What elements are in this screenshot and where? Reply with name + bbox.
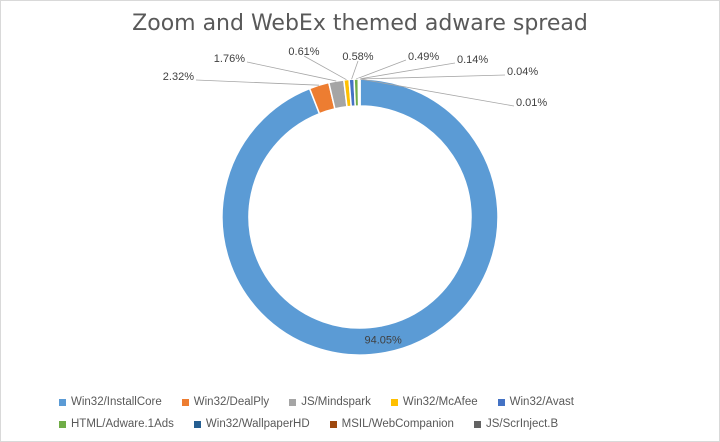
- legend-item-js-mindspark: JS/Mindspark: [289, 396, 371, 408]
- data-label-msil-webcompanion: 0.04%: [507, 66, 538, 78]
- data-label-win32-avast: 0.58%: [342, 51, 373, 63]
- leader-line-win32-avast: [351, 60, 359, 80]
- leader-line-html-adware-1ads: [356, 59, 407, 80]
- slice-win32-installcore: [221, 78, 499, 356]
- legend-swatch: [390, 398, 398, 406]
- legend-label: Win32/McAfee: [402, 396, 478, 408]
- chart-legend: Win32/InstallCore Win32/DealPly JS/Mindspa…: [59, 391, 699, 435]
- legend-label: Win32/WallpaperHD: [205, 418, 310, 430]
- legend-swatch: [289, 398, 297, 406]
- legend-item-win32-wallpaperhd: Win32/WallpaperHD: [193, 418, 310, 430]
- data-label-js-mindspark: 1.76%: [214, 53, 245, 65]
- leader-line-win32-mcafee: [303, 55, 347, 81]
- legend-swatch: [59, 398, 66, 406]
- legend-label: HTML/Adware.1Ads: [71, 418, 174, 430]
- chart-title: Zoom and WebEx themed adware spread: [132, 11, 588, 36]
- legend-item-win32-installcore: Win32/InstallCore: [59, 396, 162, 408]
- legend-item-win32-dealply: Win32/DealPly: [181, 396, 270, 408]
- legend-item-win32-mcafee: Win32/McAfee: [390, 396, 478, 408]
- data-label-win32-installcore: 94.05%: [364, 334, 402, 346]
- legend-row: HTML/Adware.1Ads Win32/WallpaperHD MSIL/We…: [59, 413, 699, 435]
- leader-line-js-mindspark: [246, 61, 337, 82]
- data-label-win32-mcafee: 0.61%: [288, 46, 319, 58]
- legend-swatch: [59, 420, 66, 428]
- legend-swatch: [473, 420, 481, 428]
- leader-line-js-scrinject-b: [359, 78, 515, 107]
- legend-label: Win32/DealPly: [193, 396, 270, 408]
- legend-label: JS/ScrInject.B: [485, 418, 559, 430]
- legend-swatch: [181, 398, 189, 406]
- data-label-js-scrinject-b: 0.01%: [516, 97, 547, 109]
- legend-item-win32-avast: Win32/Avast: [497, 396, 574, 408]
- data-label-win32-dealply: 2.32%: [163, 71, 194, 83]
- legend-swatch: [329, 420, 337, 428]
- legend-item-js-scrinject-b: JS/ScrInject.B: [473, 418, 559, 430]
- leader-line-win32-wallpaperhd: [358, 62, 456, 80]
- data-label-html-adware-1ads: 0.49%: [408, 51, 439, 63]
- legend-label: Win32/Avast: [509, 396, 574, 408]
- legend-swatch: [193, 420, 201, 428]
- legend-swatch: [497, 398, 505, 406]
- legend-label: MSIL/WebCompanion: [341, 418, 454, 430]
- legend-item-html-adware-1ads: HTML/Adware.1Ads: [59, 418, 174, 430]
- legend-label: Win32/InstallCore: [71, 396, 162, 408]
- legend-row: Win32/InstallCore Win32/DealPly JS/Mindspa…: [59, 391, 699, 413]
- legend-item-msil-webcompanion: MSIL/WebCompanion: [329, 418, 454, 430]
- data-label-win32-wallpaperhd: 0.14%: [457, 54, 488, 66]
- legend-label: JS/Mindspark: [301, 396, 371, 408]
- leader-line-msil-webcompanion: [359, 74, 506, 80]
- leader-line-win32-dealply: [195, 79, 320, 86]
